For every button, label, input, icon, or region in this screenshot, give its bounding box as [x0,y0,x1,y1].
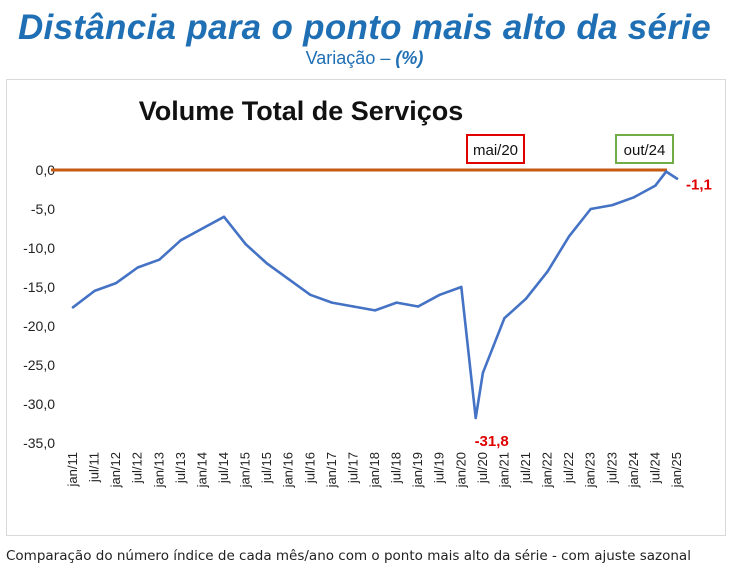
data-point [265,262,269,265]
data-point [71,306,75,309]
data-point [567,235,571,238]
x-tick-label: jul/23 [604,452,619,484]
x-tick-label: jan/17 [324,452,339,488]
y-tick-label: -10,0 [23,240,55,256]
line-chart: Volume Total de Serviços 0,0 -5,0 -10,0 -15,… [23,96,712,488]
y-tick-label: -5,0 [31,201,55,217]
annotation-box [466,134,525,164]
data-point [416,305,420,308]
x-tick-label: jan/15 [238,452,253,488]
data-point [395,301,398,304]
x-tick-label: jul/18 [389,452,404,484]
data-point [136,266,139,269]
y-tick-label: -30,0 [23,396,55,412]
x-tick-label: jan/12 [108,452,123,488]
data-point [114,281,118,285]
data-point [309,293,312,296]
data-point [460,285,463,289]
y-tick-label: -15,0 [23,279,55,295]
x-tick-label: jan/24 [626,452,641,488]
data-point [654,184,657,187]
data-point [589,207,592,211]
x-tick-label: jan/19 [410,452,425,488]
subtitle-prefix: Variação – [305,48,391,68]
x-tick-label: jan/18 [367,452,382,488]
last-value-label: -1,1 [686,177,712,194]
data-point [352,305,355,308]
data-point [524,297,528,300]
x-tick-label: jul/19 [432,452,447,484]
page-subtitle: Variação – (%) [0,48,729,69]
x-tick-label: jan/20 [453,452,468,488]
data-point [503,317,506,320]
data-point [373,309,377,312]
x-tick-label: jan/13 [151,452,166,488]
page-title: Distância para o ponto mais alto da séri… [17,8,712,47]
x-tick-label: jan/11 [65,452,80,487]
x-tick-label: jul/15 [259,452,274,484]
chart-title: Volume Total de Serviços [139,96,464,126]
annotation-label: mai/20 [473,142,518,159]
y-tick-label: -25,0 [23,357,55,373]
data-point [222,215,226,218]
x-tick-label: jan/25 [669,452,684,488]
x-tick-label: jan/23 [583,452,598,488]
x-tick-label: jul/24 [647,452,662,484]
data-point [546,270,549,273]
subtitle-unit: (%) [395,48,424,68]
annotation-box [615,134,674,164]
y-tick-label: 0,0 [36,162,56,178]
data-point [632,196,636,199]
data-point [201,227,204,230]
x-tick-label: jul/22 [561,452,576,484]
data-point [438,293,441,296]
footnote: Comparação do número índice de cada mês/… [6,548,691,564]
data-point [158,258,161,261]
x-tick-label: jan/14 [194,452,209,488]
x-tick-label: jul/21 [518,452,533,484]
x-tick-label: jul/13 [173,452,188,484]
y-tick-label: -35,0 [23,435,55,451]
data-point [481,371,485,374]
x-tick-label: jan/16 [281,452,296,488]
min-value-label: -31,8 [475,433,509,450]
x-tick-label: jul/11 [87,452,102,483]
data-point [474,416,477,420]
x-tick-label: jul/17 [345,452,360,484]
x-tick-label: jul/12 [130,452,145,484]
data-point [244,242,247,246]
y-tick-label: -20,0 [23,318,55,334]
data-point [330,301,334,304]
chart-panel: Volume Total de Serviços 0,0 -5,0 -10,0 -15,… [6,79,726,536]
series-line [71,170,679,420]
x-tick-label: jan/22 [540,452,555,488]
data-point [665,170,668,173]
x-tick-label: jan/21 [496,452,511,488]
x-tick-label: jul/14 [216,452,231,484]
data-point [179,239,183,242]
data-point [611,203,614,207]
data-point [675,177,679,180]
data-point [93,289,96,293]
annotation-label: out/24 [624,142,666,159]
x-tick-label: jul/20 [475,452,490,484]
x-tick-label: jul/16 [302,452,317,484]
data-point [287,278,290,281]
